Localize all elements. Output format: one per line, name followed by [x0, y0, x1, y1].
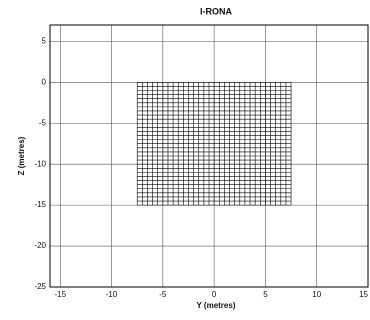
y-tick-label: -10: [34, 159, 46, 168]
y-axis-label: Z (metres): [17, 136, 26, 175]
x-tick-label: 5: [263, 290, 268, 299]
y-tick-label: -5: [39, 118, 47, 127]
x-tick-label: 15: [359, 290, 368, 299]
y-tick-label: 5: [42, 36, 47, 45]
x-tick-label: -10: [106, 290, 118, 299]
x-axis-label: Y (metres): [197, 301, 236, 310]
y-tick-label: 0: [42, 77, 47, 86]
plot-frame: [49, 24, 369, 288]
y-tick-label: -25: [34, 282, 46, 291]
x-tick-label: -5: [159, 290, 167, 299]
y-tick-label: -15: [34, 200, 46, 209]
x-tick-label: -15: [54, 290, 66, 299]
x-tick-label: 10: [312, 290, 321, 299]
chart-title: I-RONA: [200, 6, 232, 16]
y-tick-label: -20: [34, 241, 46, 250]
x-tick-label: 0: [212, 290, 217, 299]
